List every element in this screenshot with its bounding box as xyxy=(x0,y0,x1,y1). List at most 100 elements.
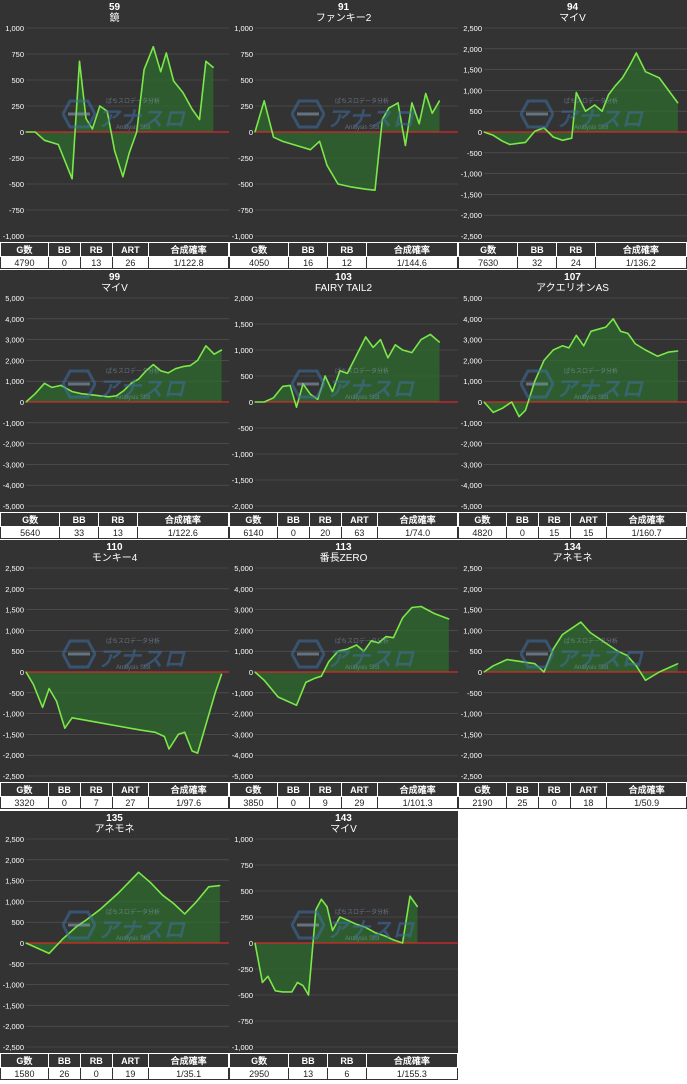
data-point xyxy=(483,131,485,133)
data-point xyxy=(43,382,46,384)
data-point xyxy=(108,396,110,398)
data-point xyxy=(307,994,310,996)
data-point xyxy=(152,46,154,48)
y-tick-label: -5,000 xyxy=(232,772,253,781)
data-point xyxy=(263,401,265,403)
data-point xyxy=(656,355,659,357)
chart-panel: 1,000 750 500 250 0 -250 -500 -750 -1,000 59 鏡ぱちスロ… xyxy=(0,0,229,269)
chart-title: アネモネ xyxy=(552,553,593,564)
watermark-main-text: アナスロ xyxy=(98,378,186,401)
data-point xyxy=(197,359,199,361)
chart-title: アネモネ xyxy=(94,824,135,835)
table-cell: 1/155.3 xyxy=(365,1067,459,1080)
watermark-top-text: ぱちスロデータ分析 xyxy=(335,99,390,105)
table-cell: 32 xyxy=(517,256,558,269)
data-point xyxy=(612,318,614,320)
chart-svg: 5,000 4,000 3,000 2,000 1,000 0 -1,000 -2,000 -3… xyxy=(232,564,458,781)
y-tick-label: 0 xyxy=(249,128,253,137)
data-point xyxy=(173,80,175,82)
series-area xyxy=(255,896,418,995)
data-point xyxy=(48,688,50,690)
watermark-sub-text: Analysis Slot xyxy=(345,936,380,942)
data-point xyxy=(309,149,311,151)
y-tick-label: 500 xyxy=(469,647,482,656)
data-point xyxy=(71,391,73,393)
chart-svg: 5,000 4,000 3,000 2,000 1,000 0 -1,000 -2,000 -3… xyxy=(3,294,229,511)
y-tick-label: -2,000 xyxy=(461,211,482,220)
machine-number: 143 xyxy=(335,813,352,824)
table-header: ART xyxy=(111,1053,150,1068)
data-point xyxy=(394,344,396,346)
table-header: BB xyxy=(47,242,81,257)
y-tick-label: 3,000 xyxy=(5,336,24,345)
data-point xyxy=(365,926,367,928)
table-header: G数 xyxy=(0,782,49,797)
table-cell: 0 xyxy=(505,526,539,539)
y-tick-label: -500 xyxy=(238,991,253,1000)
data-point xyxy=(337,650,339,652)
y-tick-label: 0 xyxy=(478,668,482,677)
y-tick-label: 1,000 xyxy=(234,835,253,844)
data-point xyxy=(272,136,275,138)
y-tick-label: -5,000 xyxy=(3,502,24,511)
watermark-top-text: ぱちスロデータ分析 xyxy=(106,369,161,375)
data-point xyxy=(635,665,637,667)
data-point xyxy=(370,640,372,642)
watermark-sub-text: Analysis Slot xyxy=(116,936,151,942)
table-cell: 15 xyxy=(569,526,608,539)
data-point xyxy=(254,942,256,944)
data-point xyxy=(575,334,577,336)
table-cell: 3320 xyxy=(0,796,49,809)
table-header: G数 xyxy=(228,242,290,257)
slot-analysis-logo-icon xyxy=(291,639,325,669)
data-point xyxy=(296,981,298,984)
data-point xyxy=(25,131,27,133)
data-point xyxy=(34,131,36,133)
table-cell: 12 xyxy=(327,256,367,269)
table-cell: 26 xyxy=(47,1067,81,1080)
data-point xyxy=(620,330,622,332)
data-point xyxy=(601,110,603,112)
watermark-main-text: アナスロ xyxy=(327,648,415,671)
table-cell: 19 xyxy=(111,1067,150,1080)
data-point xyxy=(25,671,27,673)
table-header: G数 xyxy=(457,242,519,257)
data-point xyxy=(289,384,291,386)
table-header: 合成確率 xyxy=(594,242,687,257)
data-point xyxy=(420,339,422,341)
y-tick-label: 0 xyxy=(249,398,253,407)
watermark-sub-text: Analysis Slot xyxy=(116,125,151,131)
data-point xyxy=(658,77,660,79)
slot-analysis-logo-icon xyxy=(520,369,554,399)
table-header: ART xyxy=(111,782,150,797)
data-point xyxy=(583,345,585,347)
table-cell: 13 xyxy=(79,256,113,269)
data-point xyxy=(64,727,66,729)
table-header: RB xyxy=(308,512,342,527)
table-cell: 24 xyxy=(556,256,596,269)
table-cell: 6 xyxy=(327,1067,367,1080)
series-area xyxy=(26,872,220,954)
data-point xyxy=(315,909,317,911)
data-point xyxy=(145,370,147,372)
chart-panel: 2,500 2,000 1,500 1,000 500 0 -500 -1,000 -1,500… xyxy=(0,811,229,1080)
chart-svg: 1,000 750 500 250 0 -250 -500 -750 -1,000 xyxy=(3,24,229,241)
table-cell: 1/160.7 xyxy=(606,526,687,539)
y-tick-label: -1,500 xyxy=(461,730,482,739)
machine-number: 91 xyxy=(337,2,350,13)
y-tick-label: -750 xyxy=(238,206,253,215)
watermark-sub-text: Analysis Slot xyxy=(345,665,380,671)
y-tick-label: -2,000 xyxy=(3,751,24,760)
table-header: BB xyxy=(276,512,310,527)
watermark: ぱちスロデータ分析 アナスロ Analysis Slot xyxy=(291,635,431,675)
y-tick-label: -3,000 xyxy=(3,460,24,469)
table-header: BB xyxy=(288,1053,329,1068)
y-tick-label: -3,000 xyxy=(232,730,253,739)
stats-table: G数 BB RB ART 合成確率 3850 0 9 29 1/101.3 xyxy=(229,782,458,809)
table-header: G数 xyxy=(458,512,507,527)
y-tick-label: 500 xyxy=(469,107,482,116)
watermark-main-text: アナスロ xyxy=(327,108,415,131)
data-point xyxy=(71,178,73,180)
y-tick-label: -4,000 xyxy=(232,751,253,760)
y-tick-label: -1,000 xyxy=(461,170,482,179)
